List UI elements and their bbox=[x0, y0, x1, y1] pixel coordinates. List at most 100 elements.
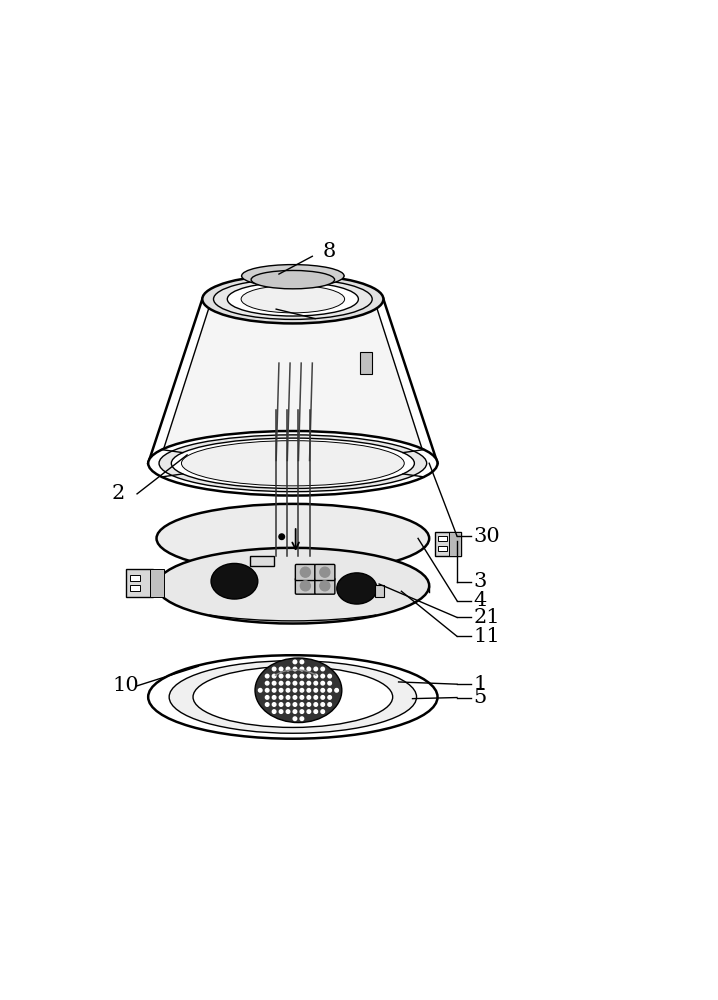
Circle shape bbox=[293, 667, 297, 671]
Circle shape bbox=[314, 703, 317, 706]
Circle shape bbox=[321, 703, 325, 706]
Circle shape bbox=[307, 681, 311, 685]
Circle shape bbox=[300, 660, 304, 664]
Circle shape bbox=[272, 681, 276, 685]
Text: 10: 10 bbox=[112, 676, 139, 695]
Polygon shape bbox=[159, 294, 426, 463]
Circle shape bbox=[266, 689, 269, 692]
Circle shape bbox=[272, 674, 276, 678]
Ellipse shape bbox=[148, 655, 437, 739]
Circle shape bbox=[300, 703, 304, 706]
Circle shape bbox=[300, 674, 304, 678]
Ellipse shape bbox=[242, 265, 344, 287]
Circle shape bbox=[300, 717, 304, 720]
Circle shape bbox=[279, 710, 283, 713]
Text: 8: 8 bbox=[322, 242, 335, 261]
Ellipse shape bbox=[157, 504, 429, 573]
Circle shape bbox=[293, 681, 297, 685]
Bar bbox=[375, 585, 383, 597]
FancyBboxPatch shape bbox=[295, 578, 315, 594]
Circle shape bbox=[272, 703, 276, 706]
Circle shape bbox=[328, 689, 332, 692]
Ellipse shape bbox=[157, 548, 429, 624]
Circle shape bbox=[300, 681, 304, 685]
Circle shape bbox=[307, 674, 311, 678]
Bar bbox=[449, 532, 462, 556]
Circle shape bbox=[320, 581, 330, 591]
Circle shape bbox=[293, 689, 297, 692]
Circle shape bbox=[314, 667, 317, 671]
Circle shape bbox=[272, 689, 276, 692]
Circle shape bbox=[293, 710, 297, 713]
Circle shape bbox=[321, 681, 325, 685]
Text: 2: 2 bbox=[112, 484, 125, 503]
Circle shape bbox=[321, 696, 325, 699]
Ellipse shape bbox=[169, 661, 416, 733]
Circle shape bbox=[328, 681, 332, 685]
Ellipse shape bbox=[172, 438, 414, 488]
Circle shape bbox=[286, 696, 290, 699]
Circle shape bbox=[272, 710, 276, 713]
Ellipse shape bbox=[159, 435, 426, 492]
Circle shape bbox=[307, 696, 311, 699]
Circle shape bbox=[258, 689, 262, 692]
Circle shape bbox=[335, 689, 338, 692]
Ellipse shape bbox=[241, 285, 345, 313]
Circle shape bbox=[293, 717, 297, 720]
Ellipse shape bbox=[182, 441, 404, 486]
FancyBboxPatch shape bbox=[314, 564, 335, 581]
Circle shape bbox=[328, 703, 332, 706]
Polygon shape bbox=[242, 276, 344, 280]
Text: 5: 5 bbox=[474, 688, 487, 707]
Circle shape bbox=[300, 710, 304, 713]
Bar bbox=[360, 352, 372, 374]
Circle shape bbox=[272, 696, 276, 699]
Circle shape bbox=[307, 703, 311, 706]
Circle shape bbox=[300, 689, 304, 692]
Circle shape bbox=[279, 667, 283, 671]
Circle shape bbox=[293, 660, 297, 664]
Ellipse shape bbox=[211, 563, 258, 599]
Circle shape bbox=[307, 689, 311, 692]
Ellipse shape bbox=[255, 658, 342, 723]
Ellipse shape bbox=[202, 275, 383, 323]
Circle shape bbox=[279, 703, 283, 706]
Bar bbox=[126, 569, 153, 597]
Bar bbox=[150, 569, 164, 597]
Circle shape bbox=[266, 696, 269, 699]
Text: 3: 3 bbox=[474, 572, 487, 591]
Ellipse shape bbox=[337, 573, 377, 604]
Circle shape bbox=[320, 567, 330, 577]
Circle shape bbox=[307, 710, 311, 713]
Ellipse shape bbox=[193, 667, 393, 727]
Circle shape bbox=[266, 674, 269, 678]
Circle shape bbox=[321, 674, 325, 678]
Circle shape bbox=[279, 534, 284, 539]
Circle shape bbox=[314, 710, 317, 713]
Circle shape bbox=[314, 681, 317, 685]
Circle shape bbox=[307, 667, 311, 671]
Circle shape bbox=[286, 689, 290, 692]
Circle shape bbox=[286, 674, 290, 678]
Text: 4: 4 bbox=[474, 591, 487, 610]
Circle shape bbox=[293, 703, 297, 706]
Circle shape bbox=[286, 710, 290, 713]
Circle shape bbox=[321, 710, 325, 713]
Ellipse shape bbox=[251, 270, 335, 289]
Circle shape bbox=[328, 696, 332, 699]
Text: 1: 1 bbox=[474, 675, 487, 694]
Circle shape bbox=[328, 674, 332, 678]
Bar bbox=[250, 556, 274, 566]
Text: 30: 30 bbox=[474, 527, 500, 546]
Bar bbox=[438, 546, 447, 551]
Bar bbox=[130, 575, 140, 581]
Text: 11: 11 bbox=[474, 627, 500, 646]
Circle shape bbox=[286, 667, 290, 671]
Circle shape bbox=[293, 696, 297, 699]
Bar bbox=[438, 536, 447, 541]
Circle shape bbox=[300, 567, 310, 577]
Circle shape bbox=[300, 696, 304, 699]
Circle shape bbox=[321, 667, 325, 671]
Circle shape bbox=[279, 681, 283, 685]
Circle shape bbox=[279, 696, 283, 699]
